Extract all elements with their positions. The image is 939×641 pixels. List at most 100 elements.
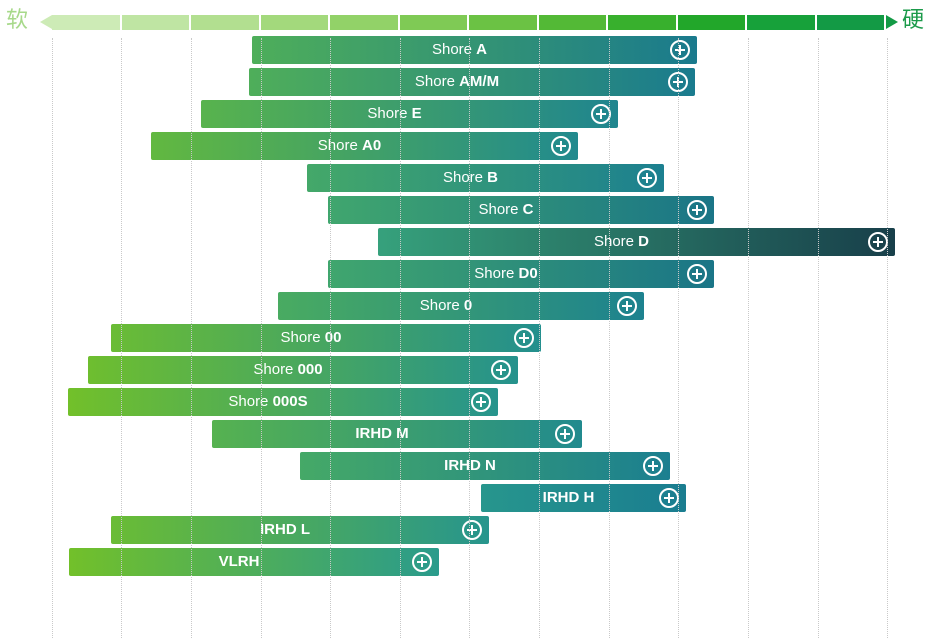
bar-label-prefix: Shore	[474, 265, 519, 282]
bar-shore-a0[interactable]: Shore A0	[151, 132, 578, 160]
bar-label-prefix: Shore	[317, 137, 362, 154]
plus-circle-icon[interactable]	[513, 327, 535, 349]
bar-label: Shore 000S	[68, 388, 468, 416]
bar-shore-c[interactable]: Shore C	[328, 196, 714, 224]
plus-circle-icon[interactable]	[686, 263, 708, 285]
plus-circle-icon[interactable]	[616, 295, 638, 317]
gridline	[469, 38, 470, 638]
plus-circle-icon[interactable]	[590, 103, 612, 125]
bar-label: Shore A	[252, 36, 667, 64]
bar-label-prefix: Shore	[367, 105, 412, 122]
bar-shore-0[interactable]: Shore 0	[278, 292, 644, 320]
hard-label: 硬	[902, 7, 925, 32]
bar-label: Shore AM/M	[249, 68, 665, 96]
bar-label-prefix: Shore	[280, 329, 325, 346]
bar-shore-d[interactable]: Shore D	[378, 228, 895, 256]
plus-circle-icon[interactable]	[461, 519, 483, 541]
gridline	[261, 38, 262, 638]
bar-shore-d0[interactable]: Shore D0	[328, 260, 714, 288]
bar-shore-am-m[interactable]: Shore AM/M	[249, 68, 695, 96]
bar-label-code: B	[487, 169, 499, 186]
scale-segment	[538, 15, 606, 30]
bar-label: Shore B	[307, 164, 634, 192]
bar-label-prefix: Shore	[442, 169, 488, 186]
bar-label-code: 0	[463, 297, 473, 314]
gridline	[609, 38, 610, 638]
gridline	[678, 38, 679, 638]
gridline	[818, 38, 819, 638]
bar-label-prefix: Shore	[478, 201, 523, 218]
gridline	[330, 38, 331, 638]
gridline	[748, 38, 749, 638]
plus-circle-icon[interactable]	[636, 167, 658, 189]
plus-circle-icon[interactable]	[867, 231, 889, 253]
plus-circle-icon[interactable]	[470, 391, 492, 413]
scale-segment	[52, 15, 120, 30]
scale-segment	[816, 15, 884, 30]
plus-circle-icon[interactable]	[490, 359, 512, 381]
bar-label: IRHD L	[111, 516, 459, 544]
bar-label-code: C	[522, 201, 534, 218]
scale-segment	[191, 15, 259, 30]
bar-label-code: 00	[324, 329, 342, 346]
bar-label: Shore 00	[111, 324, 511, 352]
bar-irhd-m[interactable]: IRHD M	[212, 420, 582, 448]
plus-circle-icon[interactable]	[411, 551, 433, 573]
bar-irhd-h[interactable]: IRHD H	[481, 484, 686, 512]
hardness-scale	[40, 15, 898, 30]
bar-label-code: IRHD L	[260, 521, 310, 538]
bar-label: Shore C	[328, 196, 684, 224]
plus-circle-icon[interactable]	[669, 39, 691, 61]
gridline	[52, 38, 53, 638]
scale-arrow-left	[40, 15, 52, 29]
plus-circle-icon[interactable]	[554, 423, 576, 445]
gridline	[539, 38, 540, 638]
bar-label-code: D0	[518, 265, 538, 282]
bar-label-code: 000	[297, 361, 323, 378]
bar-label-prefix: Shore	[593, 233, 639, 250]
bar-label-code: IRHD H	[542, 489, 595, 506]
scale-segment	[260, 15, 328, 30]
bar-shore-a[interactable]: Shore A	[252, 36, 697, 64]
bar-shore-000[interactable]: Shore 000	[88, 356, 518, 384]
bar-shore-00[interactable]: Shore 00	[111, 324, 541, 352]
bar-label: IRHD H	[481, 484, 656, 512]
bar-label-code: 000S	[272, 393, 308, 410]
plus-circle-icon[interactable]	[658, 487, 680, 509]
bar-label: VLRH	[69, 548, 409, 576]
bar-label-prefix: Shore	[414, 73, 460, 90]
bar-label-code: A	[476, 41, 488, 58]
bar-label: Shore D	[378, 228, 865, 256]
scale-segment	[330, 15, 398, 30]
plus-circle-icon[interactable]	[642, 455, 664, 477]
bar-label-prefix: Shore	[253, 361, 298, 378]
bar-label-prefix: Shore	[419, 297, 464, 314]
soft-label: 软	[6, 7, 29, 32]
bar-label-prefix: Shore	[228, 393, 273, 410]
bar-label-code: AM/M	[459, 73, 500, 90]
gridline	[887, 38, 888, 638]
scale-segment	[677, 15, 745, 30]
plus-circle-icon[interactable]	[550, 135, 572, 157]
scale-segment	[469, 15, 537, 30]
bar-irhd-n[interactable]: IRHD N	[300, 452, 670, 480]
bar-label: IRHD M	[212, 420, 552, 448]
bar-label-code: D	[638, 233, 650, 250]
bar-irhd-l[interactable]: IRHD L	[111, 516, 489, 544]
bar-label: Shore E	[201, 100, 588, 128]
bar-label: Shore 000	[88, 356, 488, 384]
bar-shore-b[interactable]: Shore B	[307, 164, 664, 192]
gridline	[400, 38, 401, 638]
bar-label: IRHD N	[300, 452, 640, 480]
gridline	[191, 38, 192, 638]
bar-label-prefix: Shore	[431, 41, 477, 58]
bar-shore-000s[interactable]: Shore 000S	[68, 388, 498, 416]
gridline	[121, 38, 122, 638]
bar-label-code: IRHD M	[355, 425, 409, 442]
bar-label-code: E	[411, 105, 422, 122]
bar-shore-e[interactable]: Shore E	[201, 100, 618, 128]
bar-vlrh[interactable]: VLRH	[69, 548, 439, 576]
scale-segment	[399, 15, 467, 30]
plus-circle-icon[interactable]	[686, 199, 708, 221]
bar-label: Shore 0	[278, 292, 614, 320]
